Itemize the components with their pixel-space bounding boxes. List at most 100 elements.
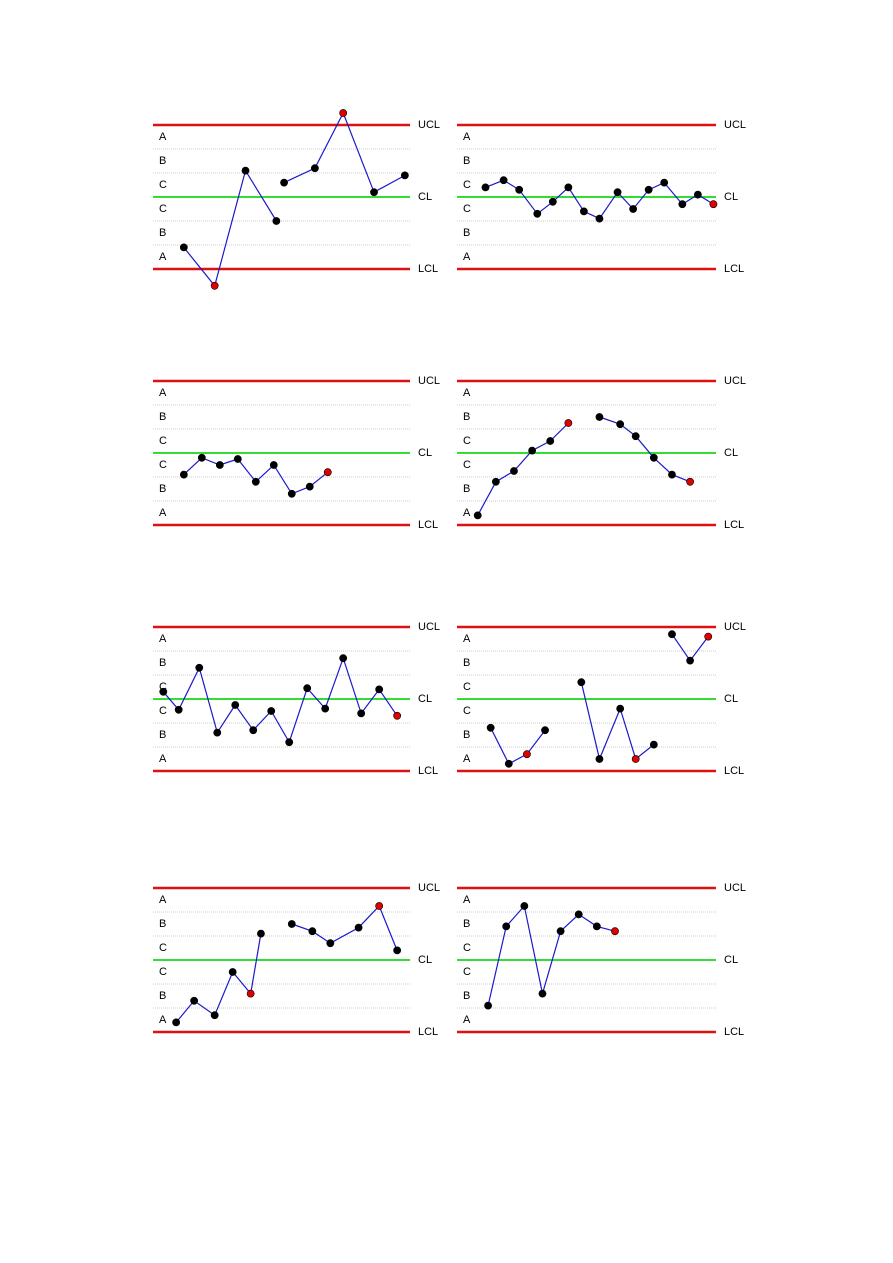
zone-label: C (463, 459, 471, 471)
data-point (577, 678, 586, 687)
data-point (210, 281, 219, 290)
data-point (510, 467, 518, 475)
data-point (484, 1001, 492, 1010)
zone-label: B (159, 155, 166, 167)
data-point (280, 178, 288, 187)
data-point (649, 740, 658, 749)
limit-label: UCL (418, 621, 440, 633)
data-point (491, 477, 500, 486)
limit-label: LCL (418, 1026, 438, 1038)
limit-label: CL (418, 447, 432, 459)
zone-label: B (159, 918, 166, 930)
zone-label: A (463, 131, 471, 143)
zone-label: C (463, 942, 471, 954)
zone-label: C (463, 179, 471, 191)
data-point (546, 437, 555, 445)
data-point (678, 200, 687, 209)
data-point (629, 205, 638, 213)
data-point (580, 207, 588, 216)
data-point (241, 166, 250, 175)
zone-label: B (463, 729, 470, 741)
data-point (631, 755, 640, 763)
limit-label: UCL (724, 621, 746, 633)
limit-label: CL (724, 447, 738, 459)
data-point (564, 183, 573, 192)
data-point (556, 927, 565, 936)
limit-label: UCL (724, 119, 746, 131)
zone-label: B (463, 483, 470, 495)
data-line (183, 457, 329, 495)
limit-label: CL (724, 693, 738, 705)
data-point (287, 489, 296, 498)
data-point (303, 684, 312, 693)
data-point (305, 482, 314, 491)
zone-label: A (159, 633, 167, 645)
data-point (339, 109, 348, 117)
zone-label: B (159, 227, 166, 239)
limit-label: CL (724, 954, 738, 966)
data-line (487, 904, 616, 1006)
data-point (548, 197, 557, 206)
limit-label: UCL (418, 882, 440, 894)
zone-label: A (463, 753, 471, 765)
zone-label: A (159, 753, 167, 765)
data-point (668, 470, 676, 479)
data-point (375, 685, 384, 694)
limit-label: UCL (418, 375, 440, 387)
data-point (375, 902, 384, 910)
data-point (504, 759, 513, 768)
zone-label: C (463, 435, 471, 447)
data-point (528, 446, 537, 455)
zone-label: C (159, 966, 167, 978)
data-point (287, 920, 296, 928)
data-point (613, 188, 622, 197)
data-point (354, 923, 363, 932)
data-point (311, 164, 319, 173)
data-line (162, 656, 398, 744)
data-point (611, 927, 619, 936)
data-point (616, 420, 625, 429)
data-point (357, 709, 366, 718)
data-point (538, 989, 547, 998)
data-point (251, 477, 260, 486)
data-point (308, 927, 317, 936)
data-point (481, 183, 490, 192)
data-point (210, 1011, 219, 1020)
data-point (499, 176, 508, 185)
zone-label: B (159, 990, 166, 1002)
data-point (174, 705, 183, 714)
data-point (686, 656, 694, 665)
data-point (249, 726, 258, 735)
zone-label: C (159, 459, 167, 471)
zone-label: B (463, 918, 470, 930)
limit-label: UCL (724, 882, 746, 894)
zone-label: A (463, 387, 471, 399)
data-point (668, 630, 676, 639)
limit-label: CL (724, 191, 738, 203)
zone-label: B (463, 990, 470, 1002)
data-point (272, 217, 281, 225)
data-point (190, 996, 199, 1005)
zone-label: B (159, 483, 166, 495)
zone-label: B (463, 155, 470, 167)
limit-label: LCL (724, 1026, 744, 1038)
zone-label: B (463, 657, 470, 669)
data-point (473, 511, 482, 520)
zone-label: C (159, 942, 167, 954)
data-point (523, 750, 531, 759)
limit-label: LCL (418, 263, 438, 275)
limit-label: LCL (724, 263, 744, 275)
zone-label: A (159, 387, 167, 399)
data-point (574, 910, 583, 919)
data-point (323, 468, 332, 477)
limit-label: LCL (724, 519, 744, 531)
zone-label: B (463, 411, 470, 423)
data-point (400, 171, 409, 180)
data-point (686, 477, 694, 486)
zone-label: A (463, 894, 471, 906)
data-point (660, 178, 669, 187)
